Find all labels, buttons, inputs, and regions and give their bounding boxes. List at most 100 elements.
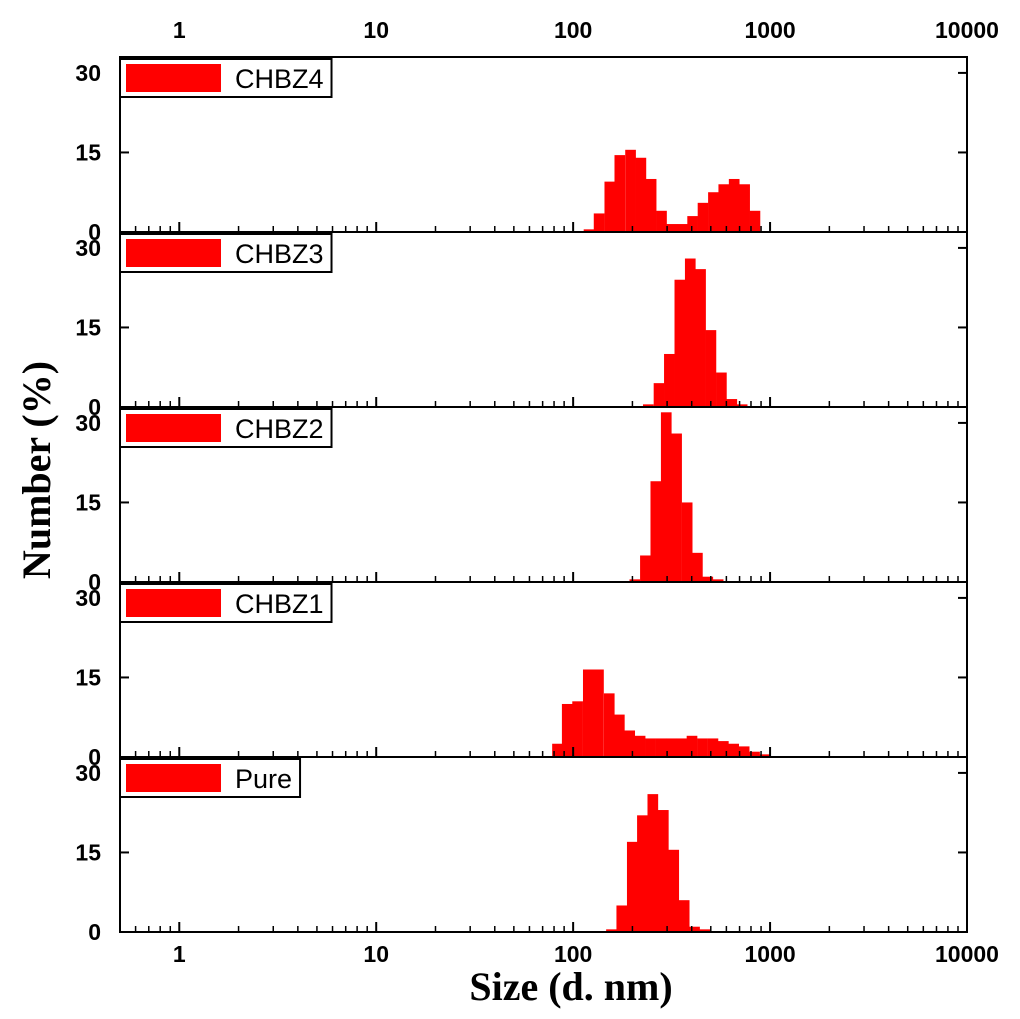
- y-tick-label: 15: [75, 314, 101, 340]
- legend-swatch: [126, 239, 221, 267]
- bar: [613, 714, 625, 757]
- bar: [759, 754, 771, 757]
- y-tick-label: 0: [88, 569, 101, 595]
- bar: [676, 224, 688, 232]
- y-tick-label: 30: [75, 235, 101, 261]
- bar: [614, 155, 626, 232]
- y-tick-label: 30: [75, 410, 101, 436]
- bar: [749, 751, 760, 757]
- bar: [656, 210, 667, 232]
- x-axis-title: Size (d. nm): [469, 964, 672, 1009]
- bar: [572, 701, 583, 757]
- bar: [728, 178, 740, 232]
- y-tick-label: 15: [75, 489, 101, 515]
- bar: [676, 738, 688, 757]
- legend-pure: Pure: [119, 758, 302, 798]
- y-tick-label: 15: [75, 664, 101, 690]
- bar: [664, 353, 675, 407]
- bar: [593, 213, 605, 232]
- bar: [692, 552, 703, 582]
- bar: [699, 929, 711, 932]
- x-tick-label-bottom: 1: [173, 941, 186, 967]
- legend-chbz4: CHBZ4: [119, 58, 333, 98]
- bar: [634, 735, 646, 757]
- bar: [653, 383, 665, 407]
- x-tick-label-bottom: 100: [554, 941, 592, 967]
- bar: [637, 815, 648, 932]
- bar: [606, 929, 617, 932]
- bar: [666, 224, 678, 232]
- bar: [635, 157, 647, 232]
- legend-swatch: [126, 414, 221, 442]
- panel-chbz1: 0 15 30 CHBZ1: [75, 581, 968, 770]
- bar: [739, 184, 750, 232]
- bar: [552, 743, 563, 757]
- bar: [697, 202, 709, 232]
- bar: [678, 900, 690, 932]
- legend-swatch: [126, 64, 221, 92]
- panel-chbz3: 0 15 30 CHBZ3: [75, 231, 968, 420]
- bar: [686, 735, 698, 757]
- legend-label: CHBZ3: [235, 239, 324, 269]
- panel-pure: 0 15 30 Pure: [75, 756, 968, 945]
- x-tick-label-top: 1000: [744, 17, 795, 43]
- y-tick-label: 0: [88, 219, 101, 245]
- legend-chbz3: CHBZ3: [119, 233, 333, 273]
- y-axis-title: Number (%): [14, 361, 59, 579]
- bar: [681, 502, 693, 582]
- bar: [707, 738, 719, 757]
- bar: [629, 579, 641, 582]
- bar: [712, 579, 724, 582]
- y-tick-label: 15: [75, 839, 101, 865]
- bar: [655, 738, 667, 757]
- bar: [718, 741, 729, 757]
- legend-label: Pure: [235, 764, 292, 794]
- bar: [695, 269, 706, 407]
- bar: [604, 181, 616, 232]
- bar: [736, 404, 748, 407]
- panel-chbz2: 0 15 30 CHBZ2: [75, 406, 968, 595]
- bar: [624, 730, 636, 757]
- legend-chbz1: CHBZ1: [119, 583, 333, 623]
- bar: [687, 216, 698, 232]
- bar: [697, 738, 708, 757]
- legend-label: CHBZ2: [235, 414, 324, 444]
- bar: [674, 279, 686, 407]
- y-tick-label: 30: [75, 585, 101, 611]
- bar: [561, 703, 573, 757]
- x-tick-label-top: 10: [363, 17, 389, 43]
- panel-chbz4: 0 15 30 CHBZ4: [75, 56, 968, 245]
- y-tick-label: 0: [88, 744, 101, 770]
- bar: [726, 399, 738, 407]
- bar: [583, 229, 595, 232]
- bar: [642, 404, 654, 407]
- y-tick-label: 30: [75, 60, 101, 86]
- bar: [708, 192, 719, 232]
- bar: [716, 372, 727, 407]
- bar: [705, 330, 717, 407]
- bar: [684, 258, 696, 407]
- y-tick-label: 0: [88, 394, 101, 420]
- x-tick-label-top: 100: [554, 17, 592, 43]
- bar: [665, 738, 677, 757]
- bar: [671, 433, 682, 582]
- legend-chbz2: CHBZ2: [119, 408, 333, 448]
- legend-label: CHBZ4: [235, 64, 324, 94]
- legend-swatch: [126, 589, 221, 617]
- bar: [640, 555, 651, 582]
- legend-label: CHBZ1: [235, 589, 324, 619]
- bottom-x-axis: 1 10 100 1000 10000: [173, 941, 999, 967]
- bar: [625, 149, 636, 232]
- x-tick-label-bottom: 10000: [935, 941, 999, 967]
- panel-frame: [119, 756, 968, 933]
- bar: [660, 412, 672, 582]
- bar: [645, 738, 656, 757]
- bar: [718, 184, 730, 232]
- bar: [657, 810, 669, 932]
- bar: [650, 481, 662, 582]
- x-tick-label-top: 1: [173, 17, 186, 43]
- x-tick-label-bottom: 1000: [744, 941, 795, 967]
- bar: [626, 841, 638, 932]
- y-tick-label: 15: [75, 139, 101, 165]
